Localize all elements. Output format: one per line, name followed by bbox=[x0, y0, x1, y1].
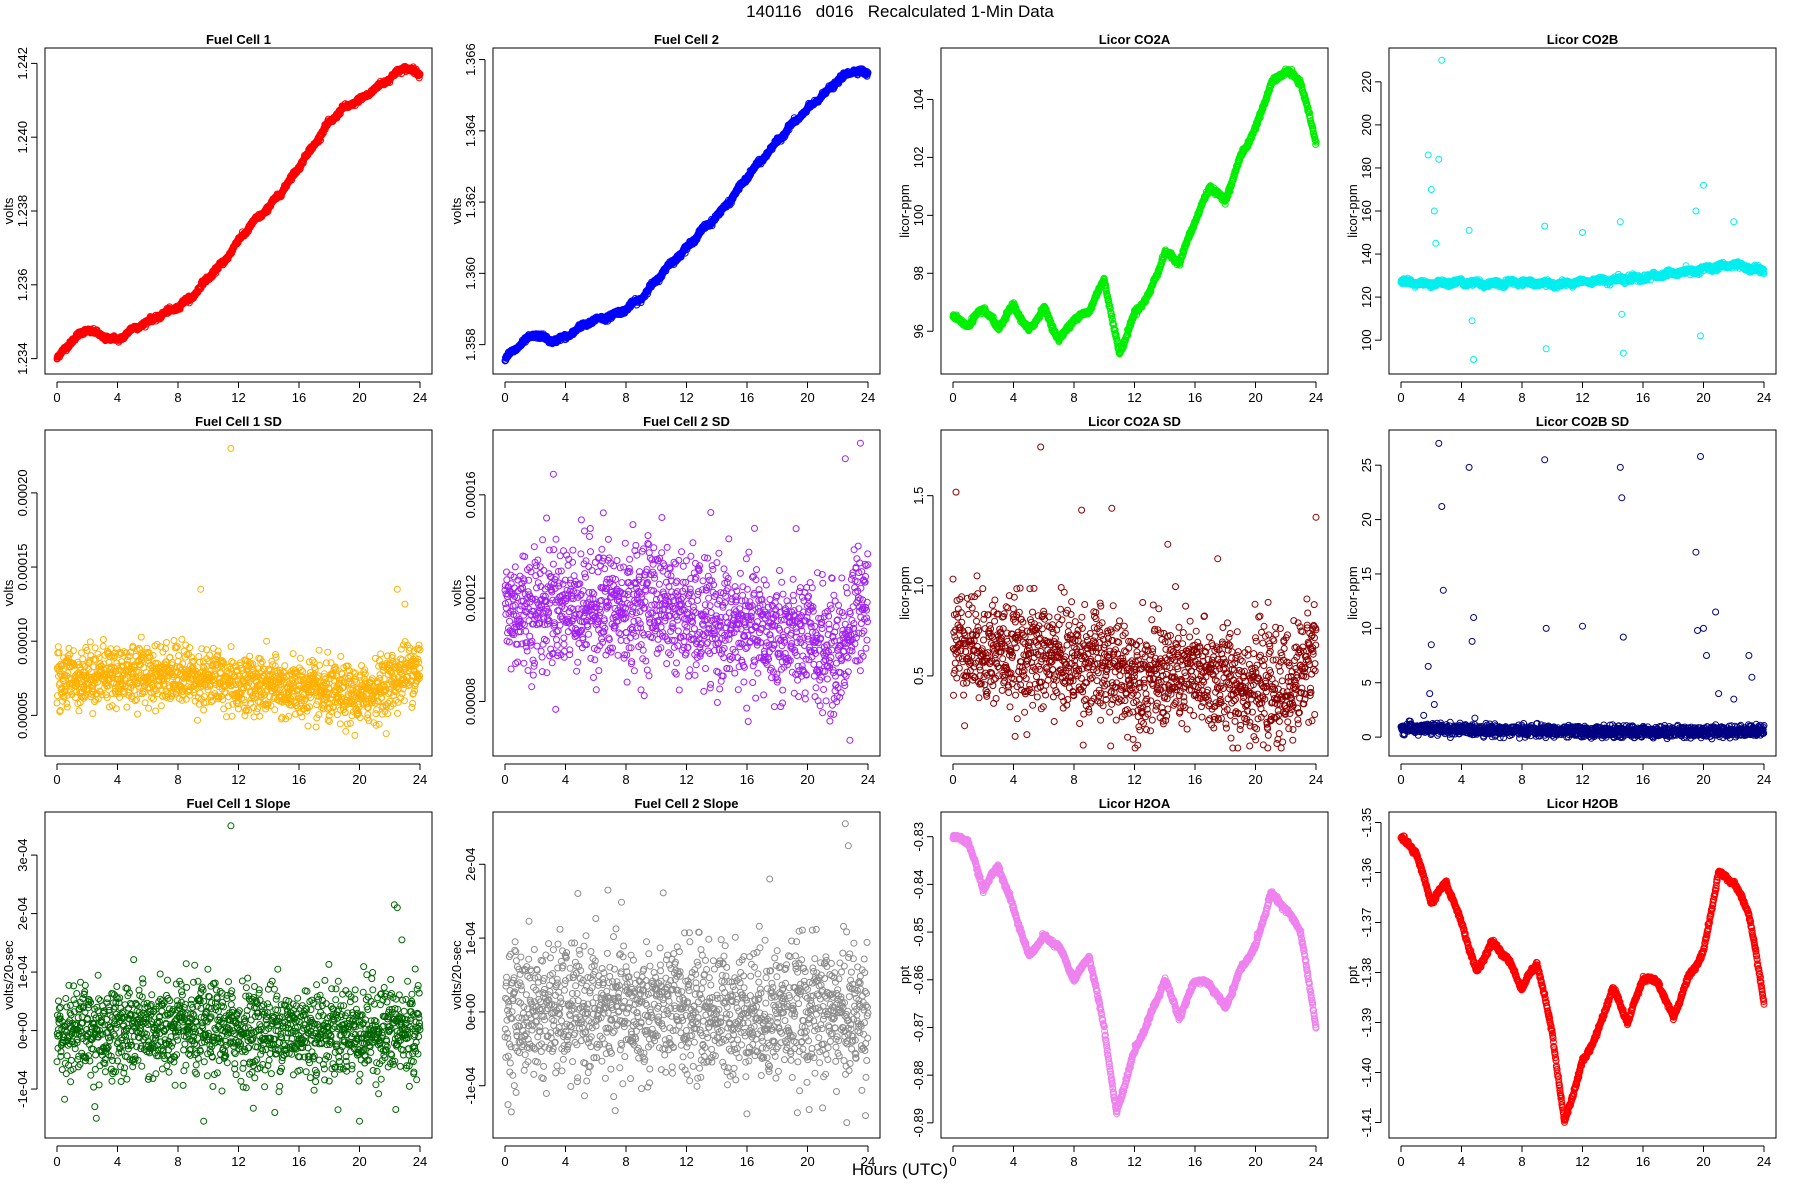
x-tick-label: 8 bbox=[174, 390, 181, 405]
data-points bbox=[1397, 56, 1768, 363]
panel-title: Fuel Cell 2 bbox=[654, 32, 719, 47]
x-tick-label: 20 bbox=[800, 390, 814, 405]
y-tick-label: 1.362 bbox=[463, 186, 478, 219]
x-tick-label: 12 bbox=[1575, 390, 1589, 405]
y-tick-label: 100 bbox=[1359, 329, 1374, 351]
y-tick-label: 140 bbox=[1359, 243, 1374, 265]
x-tick-label: 16 bbox=[292, 390, 306, 405]
y-tick-label: 102 bbox=[911, 147, 926, 169]
x-tick-label: 24 bbox=[1309, 390, 1323, 405]
x-tick-label: 12 bbox=[231, 390, 245, 405]
x-tick-label: 12 bbox=[679, 390, 693, 405]
x-tick-label: 0 bbox=[53, 390, 60, 405]
y-axis-label: licor-ppm bbox=[897, 184, 912, 237]
data-points bbox=[53, 62, 424, 363]
y-tick-label: 1.242 bbox=[15, 47, 30, 80]
y-axis-label: volts bbox=[1, 197, 16, 224]
x-tick-label: 12 bbox=[1127, 390, 1141, 405]
chart-panel-3: Licor CO2B licor-ppm 0 4 8 12 16 20 24 100 120 140 1… bbox=[1345, 32, 1777, 405]
x-tick-label: 8 bbox=[622, 390, 629, 405]
x-tick-label: 16 bbox=[1636, 390, 1650, 405]
y-tick-label: 180 bbox=[1359, 157, 1374, 179]
x-tick-label: 20 bbox=[1696, 390, 1710, 405]
y-tick-label: 1.236 bbox=[15, 269, 30, 302]
y-tick-label: 1.238 bbox=[15, 195, 30, 228]
x-tick-label: 8 bbox=[1070, 390, 1077, 405]
chart-panel-1: Fuel Cell 2 volts 0 4 8 12 16 20 24 1.358 1.360 1.3… bbox=[449, 32, 881, 405]
y-axis-label: volts bbox=[449, 197, 464, 224]
y-tick-label: 120 bbox=[1359, 286, 1374, 308]
y-tick-label: 104 bbox=[911, 89, 926, 111]
x-tick-label: 8 bbox=[1518, 390, 1525, 405]
x-tick-label: 24 bbox=[1757, 390, 1771, 405]
x-tick-label: 0 bbox=[1397, 390, 1404, 405]
y-tick-label: 1.360 bbox=[463, 257, 478, 290]
plot-frame bbox=[1388, 47, 1777, 375]
y-tick-label: 1.234 bbox=[15, 342, 30, 375]
y-tick-label: 1.240 bbox=[15, 121, 30, 154]
x-tick-label: 24 bbox=[861, 390, 875, 405]
y-tick-label: 220 bbox=[1359, 71, 1374, 93]
x-tick-label: 4 bbox=[1458, 390, 1465, 405]
chart-panel-0: Fuel Cell 1 volts 0 4 8 12 16 20 24 1.234 1.236 1.2… bbox=[1, 32, 433, 405]
x-tick-label: 16 bbox=[1188, 390, 1202, 405]
y-tick-label: 1.358 bbox=[463, 328, 478, 361]
y-tick-label: 1.364 bbox=[463, 115, 478, 148]
data-points bbox=[949, 65, 1320, 358]
plot-frame bbox=[44, 47, 433, 375]
y-tick-label: 1.366 bbox=[463, 43, 478, 76]
x-tick-label: 0 bbox=[501, 390, 508, 405]
x-tick-label: 24 bbox=[413, 390, 427, 405]
x-tick-label: 4 bbox=[114, 390, 121, 405]
panel-title: Fuel Cell 1 bbox=[206, 32, 271, 47]
data-points bbox=[501, 65, 872, 365]
y-tick-label: 200 bbox=[1359, 114, 1374, 136]
y-tick-label: 96 bbox=[911, 324, 926, 338]
x-tick-label: 4 bbox=[562, 390, 569, 405]
x-tick-label: 20 bbox=[352, 390, 366, 405]
x-tick-label: 4 bbox=[1010, 390, 1017, 405]
y-tick-label: 100 bbox=[911, 204, 926, 226]
x-tick-label: 20 bbox=[1248, 390, 1262, 405]
x-tick-label: 0 bbox=[949, 390, 956, 405]
x-tick-label: 16 bbox=[740, 390, 754, 405]
page-title: 140116 d016 Recalculated 1-Min Data bbox=[746, 2, 1054, 21]
chart-panel-2: Licor CO2A licor-ppm 0 4 8 12 16 20 24 96 98 100 102… bbox=[897, 32, 1329, 405]
y-tick-label: 160 bbox=[1359, 200, 1374, 222]
panel-title: Licor CO2B bbox=[1547, 32, 1619, 47]
y-axis-label: licor-ppm bbox=[1345, 184, 1360, 237]
panel-title: Licor CO2A bbox=[1099, 32, 1171, 47]
y-tick-label: 98 bbox=[911, 266, 926, 280]
